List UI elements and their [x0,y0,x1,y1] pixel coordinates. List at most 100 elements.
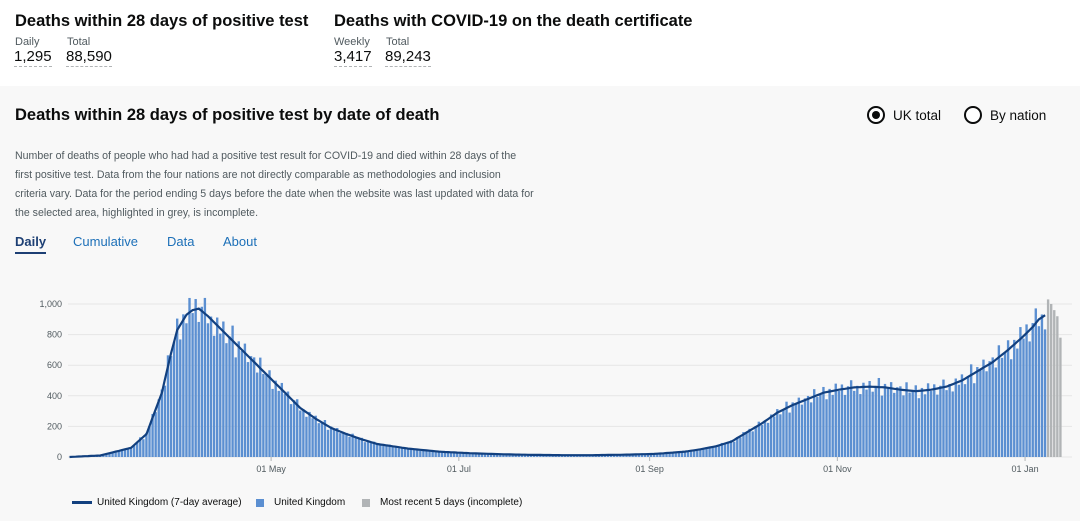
daily-bar [188,297,191,457]
daily-bar [874,386,877,457]
daily-bar [105,454,108,457]
daily-bar [816,397,819,457]
y-tick-label: 0 [57,452,62,462]
daily-bar [1019,327,1022,457]
daily-bar [416,448,419,457]
daily-bar [425,450,428,457]
daily-bar [222,321,225,457]
daily-bar [929,391,933,457]
daily-bar [151,413,154,457]
daily-bar [985,371,988,457]
legend-uk: United Kingdom [256,497,345,508]
daily-bar [532,455,536,457]
daily-bar [680,452,684,457]
daily-bar [249,356,253,457]
weekly-value[interactable]: 3,417 [334,48,372,67]
tab-daily[interactable]: Daily [15,234,47,254]
daily-bar [877,377,881,457]
legend-incomplete-swatch [362,498,370,507]
tab-data[interactable]: Data [167,234,195,249]
daily-bar [299,410,302,457]
daily-bar [1009,359,1013,457]
certificate-total-value[interactable]: 89,243 [385,48,431,67]
daily-bar [997,345,1001,457]
tab-about[interactable]: About [223,234,257,249]
x-tick-label: 01 Jul [447,464,471,474]
radio-unchecked-icon[interactable] [964,106,982,124]
daily-bar [434,451,437,457]
daily-bar [1031,323,1034,457]
daily-bar [302,409,305,457]
daily-bar [843,394,847,457]
daily-bar [917,398,921,457]
radio-uk-total[interactable]: UK total [867,106,941,124]
chart-card: Deaths within 28 days of positive test b… [0,86,1080,521]
daily-bar [920,387,924,457]
radio-checked-icon[interactable] [867,106,885,124]
daily-bar [899,386,902,457]
tab-cumulative[interactable]: Cumulative [73,234,139,249]
daily-bar [452,451,456,457]
daily-bar [982,359,985,457]
daily-bar [268,370,271,457]
daily-bar [853,390,856,457]
daily-bar [523,454,527,457]
daily-bar [142,439,145,457]
daily-bar [976,367,979,457]
daily-bar [945,390,948,457]
daily-bar [271,388,274,457]
daily-bar [803,398,807,457]
daily-bar [720,442,724,457]
daily-bar [677,451,681,457]
daily-bar [665,452,668,457]
daily-bar [1013,339,1016,457]
daily-bar [492,453,496,457]
daily-bar [428,450,431,457]
daily-bar [733,441,736,457]
daily-bar [942,379,945,457]
incomplete-bar [1059,337,1062,457]
headline-deaths-28-days-title: Deaths within 28 days of positive test [15,12,309,30]
daily-bar [723,443,727,457]
daily-bar [406,447,410,457]
daily-bar [400,447,404,457]
daily-bar [256,372,259,457]
daily-bar [329,426,333,457]
daily-bar [834,383,837,457]
daily-bar [739,437,742,457]
daily-bar [868,380,871,457]
radio-by-nation[interactable]: By nation [964,106,1046,124]
daily-bar [797,397,801,457]
daily-bar [182,314,185,457]
x-axis-labels: 01 May 01 Jul 01 Sep 01 Nov 01 Jan [256,457,1039,474]
daily-bar [702,448,705,457]
daily-bar [409,449,413,457]
daily-bar [372,441,376,457]
daily-bar [745,433,748,457]
y-tick-label: 800 [47,330,62,340]
total-value[interactable]: 88,590 [66,48,112,67]
y-tick-label: 400 [47,391,62,401]
daily-bar [963,384,967,457]
daily-bar [902,395,905,457]
daily-bar [711,446,714,457]
radio-by-nation-label: By nation [990,107,1047,123]
legend-incomplete-label: Most recent 5 days (incomplete) [380,497,523,508]
daily-bar [160,389,163,457]
daily-bar [320,422,324,457]
daily-bar [846,386,850,457]
daily-bar [382,446,385,457]
daily-bar [782,409,785,457]
daily-bar [933,384,936,457]
daily-bar [363,442,367,457]
daily-bar [871,391,874,457]
daily-bar [948,383,951,457]
daily-bar [163,385,167,457]
daily-bar [354,437,357,457]
daily-bar [634,454,637,457]
daily-value[interactable]: 1,295 [14,48,52,67]
daily-bar [231,325,234,457]
daily-bar [265,374,268,457]
daily-bar [813,389,816,457]
